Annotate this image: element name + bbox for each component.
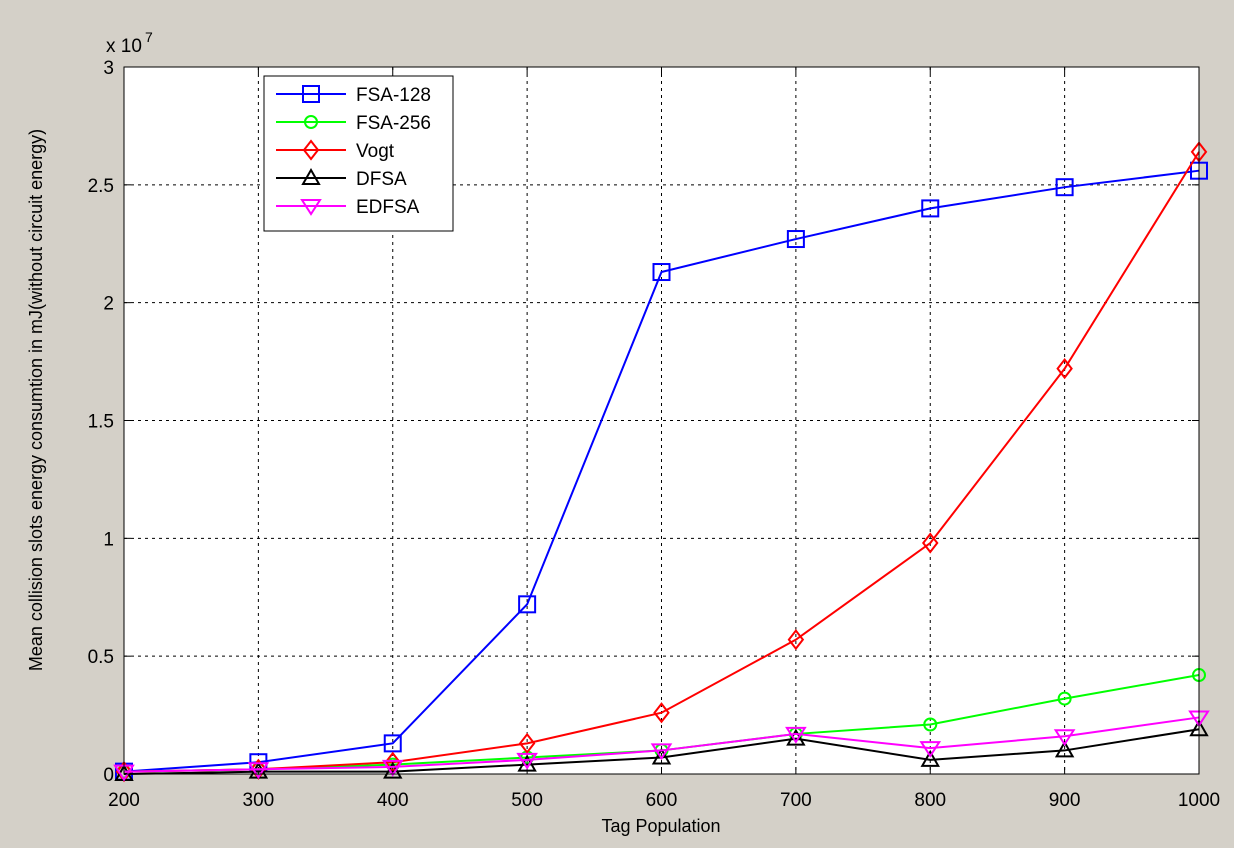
legend-item-edfsa: EDFSA	[276, 197, 420, 218]
legend-item-fsa-256: FSA-256	[276, 113, 431, 134]
data-point-fsa-256	[1057, 691, 1072, 706]
x-axis-label: Tag Population	[601, 816, 720, 836]
y-tick-label: 2.5	[88, 176, 114, 197]
series-layer	[113, 141, 1210, 783]
data-point-fsa-128	[383, 734, 402, 753]
data-point-vogt	[921, 532, 939, 554]
data-point-dfsa	[651, 747, 672, 765]
y-multiplier-exponent: 7	[145, 29, 153, 45]
data-point-vogt	[518, 732, 536, 754]
plot-frame	[123, 66, 1200, 775]
x-tick-label: 900	[1049, 790, 1081, 811]
x-tick-label: 1000	[1178, 790, 1220, 811]
series-line-vogt	[123, 151, 1200, 773]
x-tick-label: 600	[646, 790, 678, 811]
y-tick-label: 2	[103, 294, 114, 315]
legend-marker	[300, 199, 322, 216]
y-multiplier-base: x 10	[106, 36, 142, 57]
data-point-dfsa	[517, 754, 537, 772]
data-point-dfsa	[920, 749, 940, 767]
data-point-vogt	[787, 629, 805, 651]
data-point-edfsa	[919, 741, 942, 758]
legend-item-vogt: Vogt	[276, 139, 395, 162]
legend-label: DFSA	[356, 169, 407, 190]
legend-label: FSA-128	[356, 85, 431, 106]
y-axis-label: Mean collision slots energy consumtion i…	[26, 129, 46, 671]
data-point-dfsa	[1054, 740, 1075, 758]
series-line-edfsa	[123, 716, 1200, 773]
grid	[124, 67, 1199, 774]
data-point-dfsa	[383, 761, 403, 779]
legend-label: FSA-256	[356, 113, 431, 134]
data-point-dfsa	[786, 728, 806, 746]
x-tick-label: 700	[780, 790, 812, 811]
data-point-fsa-128	[652, 263, 671, 282]
data-point-edfsa	[1053, 729, 1076, 747]
data-point-fsa-128	[921, 199, 940, 218]
data-point-fsa-128	[786, 230, 805, 249]
legend-label: Vogt	[356, 141, 395, 162]
legend-item-fsa-128: FSA-128	[276, 85, 431, 106]
data-point-edfsa	[247, 762, 270, 780]
y-tick-label: 0	[103, 765, 114, 786]
legend-item-dfsa: DFSA	[276, 167, 407, 190]
series-edfsa	[113, 710, 1210, 782]
data-point-fsa-128	[1055, 178, 1074, 197]
data-point-edfsa	[381, 759, 404, 777]
data-point-edfsa	[650, 743, 673, 761]
x-tick-label: 500	[511, 790, 543, 811]
legend: FSA-128 FSA-256 Vogt DFSA EDFSA	[263, 75, 454, 232]
legend-marker	[302, 85, 320, 103]
series-line-fsa-128	[123, 169, 1200, 773]
x-tick-label: 400	[377, 790, 409, 811]
data-point-vogt	[653, 702, 670, 724]
legend-marker	[304, 115, 318, 129]
x-tick-label: 300	[243, 790, 275, 811]
data-point-edfsa	[516, 752, 538, 770]
data-point-fsa-128	[518, 595, 537, 614]
y-tick-label: 1.5	[88, 412, 114, 433]
y-tick-label: 1	[103, 529, 114, 550]
y-tick-label: 3	[103, 58, 114, 79]
legend-marker	[301, 167, 321, 185]
y-tick-label: 0.5	[88, 647, 114, 668]
data-point-fsa-256	[923, 717, 938, 732]
legend-label: EDFSA	[356, 197, 420, 218]
legend-marker	[302, 139, 320, 161]
x-tick-label: 800	[914, 790, 946, 811]
data-point-vogt	[1056, 358, 1073, 380]
ticks: 200 300 400 500 600 700 800 900 1000 0 0.5 1 1.5 2 2.5…	[88, 58, 1221, 811]
x-tick-label: 200	[108, 790, 140, 811]
data-point-edfsa	[785, 726, 807, 744]
